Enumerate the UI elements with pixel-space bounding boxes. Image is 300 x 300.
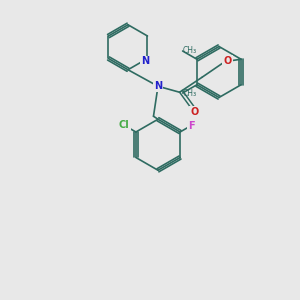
Text: O: O [190, 107, 199, 117]
Text: N: N [154, 81, 162, 91]
Text: Cl: Cl [119, 120, 130, 130]
Text: N: N [141, 56, 149, 67]
Text: CH₃: CH₃ [183, 46, 197, 56]
Text: O: O [224, 56, 232, 66]
Text: F: F [188, 121, 194, 131]
Text: CH₃: CH₃ [183, 88, 197, 98]
